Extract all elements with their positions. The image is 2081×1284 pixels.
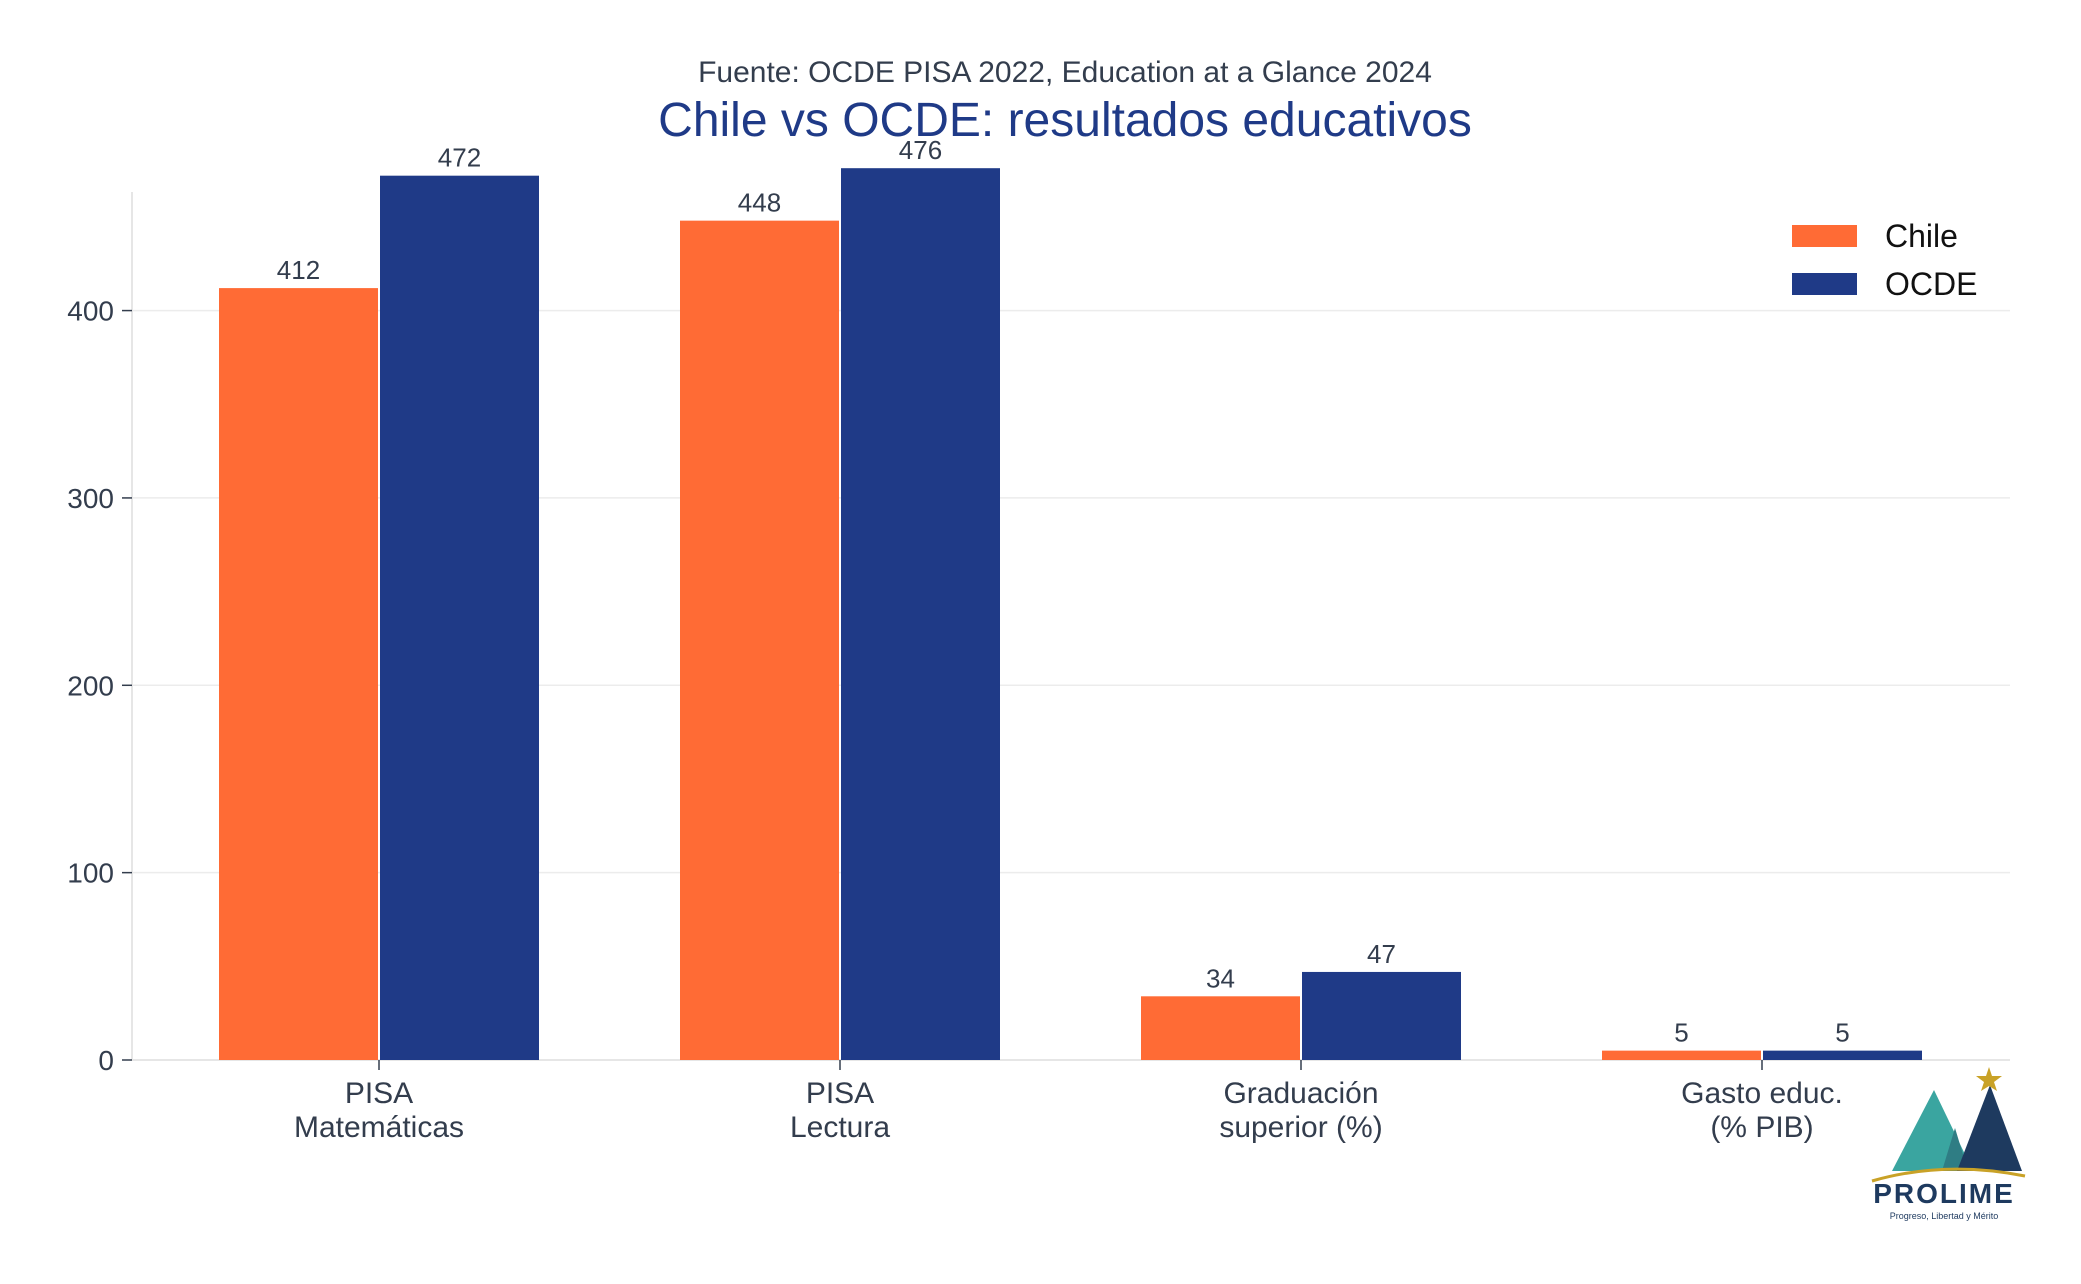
legend-label-ocde: OCDE [1885, 266, 1977, 302]
data-label: 34 [1206, 963, 1235, 993]
x-tick-label: Lectura [790, 1111, 890, 1144]
data-label: 5 [1835, 1018, 1849, 1048]
data-label: 448 [738, 188, 781, 218]
data-labels: 412 448 34 5 472 476 47 5 [277, 135, 1850, 1047]
bar-ocde [1763, 1050, 1922, 1060]
y-tick-label: 200 [67, 670, 114, 701]
bar-ocde [1302, 971, 1461, 1060]
logo-arc [1871, 1167, 2026, 1183]
logo-mountain-navy [1957, 1085, 2022, 1171]
x-tick-label: Graduación [1223, 1077, 1378, 1110]
x-tick-label: (% PIB) [1710, 1111, 1813, 1144]
bar-chile [219, 288, 378, 1061]
logo-tagline: Progreso, Libertad y Mérito [1890, 1211, 1999, 1221]
legend-swatch-chile [1792, 225, 1857, 247]
data-label: 412 [277, 255, 320, 285]
chart-subtitle: Fuente: OCDE PISA 2022, Education at a G… [698, 56, 1432, 89]
bars [219, 168, 1922, 1061]
bar-chile [1602, 1050, 1761, 1060]
y-tick-label: 300 [67, 483, 114, 514]
data-label: 5 [1674, 1018, 1688, 1048]
logo-star-icon [1976, 1067, 2002, 1091]
data-label: 47 [1367, 939, 1396, 969]
legend-label-chile: Chile [1885, 218, 1958, 254]
x-tick-label: Matemáticas [294, 1111, 464, 1144]
x-tick-labels: PISAMatemáticasPISALecturaGraduaciónsupe… [294, 1060, 1843, 1144]
legend: Chile OCDE [1792, 218, 1977, 302]
bar-ocde [841, 168, 1000, 1060]
bar-chile [1141, 996, 1300, 1060]
x-tick-label: PISA [806, 1077, 874, 1110]
prolime-logo: PROLIME Progreso, Libertad y Mérito [1871, 1067, 2026, 1221]
y-tick-label: 400 [67, 296, 114, 327]
legend-swatch-ocde [1792, 273, 1857, 295]
y-tick-label: 0 [98, 1045, 114, 1076]
y-tick-labels: 0 100 200 300 400 [67, 296, 132, 1076]
x-tick-label: Gasto educ. [1681, 1077, 1843, 1110]
y-tick-label: 100 [67, 858, 114, 889]
chart-title: Chile vs OCDE: resultados educativos [658, 94, 1472, 147]
bar-chile [680, 220, 839, 1060]
data-label: 472 [438, 143, 481, 173]
bar-ocde [380, 175, 539, 1060]
logo-wordmark: PROLIME [1873, 1178, 2015, 1209]
data-label: 476 [899, 135, 942, 165]
x-tick-label: superior (%) [1219, 1111, 1382, 1144]
x-tick-label: PISA [345, 1077, 413, 1110]
